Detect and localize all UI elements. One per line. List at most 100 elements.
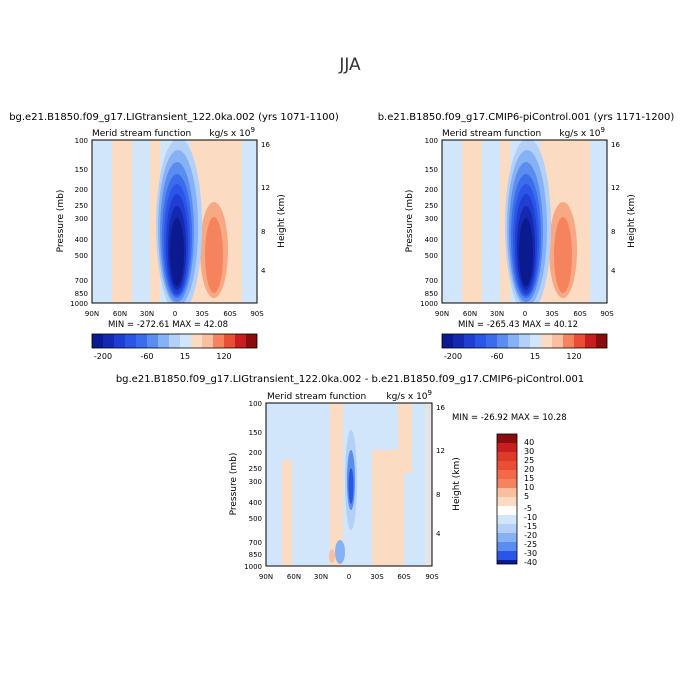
panel-difference: bg.e21.B1850.f09_g17.LIGtransient_122.0k… (116, 374, 584, 581)
svg-text:-200: -200 (444, 352, 462, 361)
panel-lig-right-axis: 4 8 12 16 (261, 141, 270, 275)
svg-text:8: 8 (261, 228, 265, 236)
svg-text:1000: 1000 (420, 300, 438, 308)
svg-text:90S: 90S (425, 573, 439, 581)
svg-text:90N: 90N (435, 310, 449, 318)
svg-text:-30: -30 (524, 549, 537, 558)
svg-text:-40: -40 (524, 558, 537, 567)
panel-difference-ylabel-right: Height (km) (452, 457, 462, 511)
svg-text:850: 850 (425, 290, 438, 298)
diff-gray-pole (425, 403, 432, 566)
lig-hadley-cell (156, 140, 202, 303)
svg-text:200: 200 (75, 186, 88, 194)
svg-text:250: 250 (425, 202, 438, 210)
svg-text:400: 400 (75, 236, 88, 244)
svg-text:850: 850 (249, 551, 262, 559)
svg-text:30N: 30N (314, 573, 328, 581)
svg-text:400: 400 (249, 499, 262, 507)
svg-text:8: 8 (436, 491, 440, 499)
panel-lig-left-axis: 100 150 200 250 300 400 500 700 850 1000 (70, 137, 88, 308)
svg-text:4: 4 (261, 267, 266, 275)
svg-text:12: 12 (611, 184, 620, 192)
panel-picontrol-title: b.e21.B1850.f09_g17.CMIP6-piControl.001 … (378, 112, 675, 123)
svg-text:-60: -60 (490, 352, 503, 361)
figure-title: JJA (338, 55, 361, 75)
panel-picontrol-ylabel-right: Height (km) (627, 194, 637, 248)
svg-text:-200: -200 (94, 352, 112, 361)
diff-low-pos (329, 549, 335, 563)
svg-text:150: 150 (425, 166, 438, 174)
panel-picontrol-lat-axis: 90N 60N 30N 0 30S 60S 90S (435, 310, 614, 318)
panel-difference-left-axis: 100 150 200 250 300 400 500 700 850 1000 (244, 400, 262, 571)
svg-text:30: 30 (524, 447, 534, 456)
svg-text:200: 200 (249, 449, 262, 457)
svg-text:60S: 60S (573, 310, 587, 318)
svg-text:100: 100 (75, 137, 88, 145)
svg-text:30N: 30N (140, 310, 154, 318)
svg-text:500: 500 (249, 515, 262, 523)
panel-picontrol-units: kg/s x 109 (559, 126, 605, 139)
svg-text:25: 25 (524, 456, 534, 465)
svg-text:120: 120 (216, 352, 231, 361)
svg-text:30S: 30S (370, 573, 384, 581)
panel-difference-units: kg/s x 109 (386, 389, 432, 402)
svg-text:60N: 60N (287, 573, 301, 581)
svg-text:5: 5 (524, 492, 529, 501)
svg-text:-60: -60 (140, 352, 153, 361)
svg-text:120: 120 (566, 352, 581, 361)
svg-text:150: 150 (249, 429, 262, 437)
svg-text:8: 8 (611, 228, 615, 236)
panel-lig-ylabel-right: Height (km) (277, 194, 287, 248)
svg-text:300: 300 (425, 215, 438, 223)
svg-text:400: 400 (425, 236, 438, 244)
panel-picontrol-colorbar: -200 -60 15 120 (441, 333, 608, 361)
panel-difference-ylabel: Pressure (mb) (229, 453, 239, 516)
panel-picontrol-subtitle: Merid stream function (442, 129, 541, 139)
svg-text:16: 16 (436, 404, 445, 412)
panel-difference-lat-axis: 90N 60N 30N 0 30S 60S 90S (259, 573, 439, 581)
svg-text:-15: -15 (524, 522, 537, 531)
panel-difference-field (266, 403, 432, 566)
panel-difference-right-axis: 4 8 12 16 (436, 404, 445, 538)
svg-text:250: 250 (75, 202, 88, 210)
svg-text:30N: 30N (490, 310, 504, 318)
svg-text:100: 100 (425, 137, 438, 145)
panel-difference-stats: MIN = -26.92 MAX = 10.28 (452, 413, 567, 423)
svg-text:16: 16 (261, 141, 270, 149)
svg-text:100: 100 (249, 400, 262, 408)
svg-text:150: 150 (75, 166, 88, 174)
diff-low-neg (335, 540, 345, 564)
panel-picontrol-field (442, 140, 607, 303)
svg-text:200: 200 (425, 186, 438, 194)
svg-text:90N: 90N (85, 310, 99, 318)
svg-text:60S: 60S (223, 310, 237, 318)
diff-neg-core2 (348, 468, 354, 504)
diff-pos-center (330, 403, 343, 566)
svg-text:-20: -20 (524, 531, 537, 540)
panel-picontrol: b.e21.B1850.f09_g17.CMIP6-piControl.001 … (378, 112, 675, 361)
panel-lig-field (92, 140, 257, 303)
diff-pos-north (282, 460, 292, 566)
panel-difference-colorbar: 40 30 25 20 15 10 5 -5 -10 -15 -20 -25 -… (496, 433, 537, 567)
svg-text:500: 500 (425, 252, 438, 260)
panel-lig-title: bg.e21.B1850.f09_g17.LIGtransient_122.0k… (9, 112, 339, 123)
svg-text:-25: -25 (524, 540, 537, 549)
svg-text:10: 10 (524, 483, 534, 492)
svg-text:-5: -5 (524, 504, 532, 513)
svg-text:1000: 1000 (70, 300, 88, 308)
panel-difference-subtitle: Merid stream function (267, 392, 366, 402)
svg-text:500: 500 (75, 252, 88, 260)
svg-text:0: 0 (347, 573, 351, 581)
svg-text:20: 20 (524, 465, 534, 474)
svg-text:700: 700 (75, 277, 88, 285)
diff-pos-far-south (398, 403, 412, 473)
panel-lig-colorbar: -200 -60 15 120 (91, 333, 258, 361)
svg-text:90N: 90N (259, 573, 273, 581)
panel-picontrol-ylabel: Pressure (mb) (405, 190, 415, 253)
svg-text:90S: 90S (600, 310, 614, 318)
svg-text:300: 300 (249, 478, 262, 486)
svg-text:1000: 1000 (244, 563, 262, 571)
lig-pos-band-north (112, 140, 132, 303)
panel-difference-title: bg.e21.B1850.f09_g17.LIGtransient_122.0k… (116, 374, 584, 385)
